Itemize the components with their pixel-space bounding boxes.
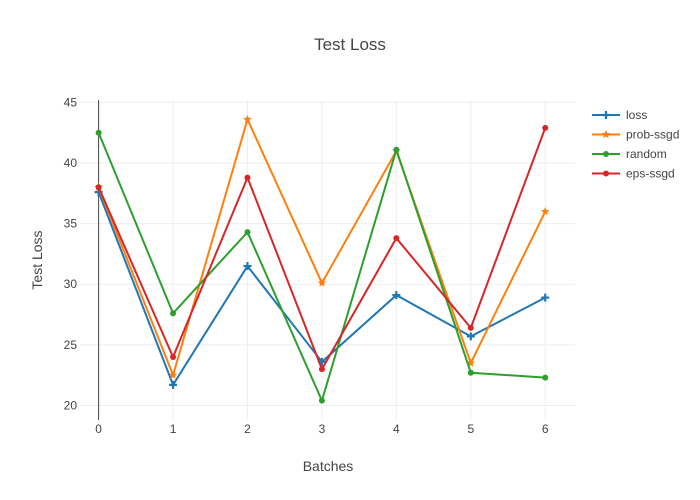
x-tick-label: 0 [95, 422, 102, 436]
data-point-prob-ssgd [540, 207, 550, 216]
x-tick-label: 5 [467, 422, 474, 436]
data-point-loss [243, 262, 252, 271]
legend-label-prob-ssgd: prob-ssgd [626, 128, 679, 142]
data-point-random [467, 369, 474, 376]
data-point-random [318, 397, 325, 404]
x-tick-label: 6 [542, 422, 549, 436]
x-tick-label: 3 [319, 422, 326, 436]
data-point-random [542, 374, 549, 381]
data-point-random [170, 310, 177, 317]
legend-marker-random [603, 151, 609, 157]
data-point-eps-ssgd [95, 184, 102, 191]
x-axis-ticks: 0 1 2 3 4 5 6 [95, 422, 549, 436]
legend-label-random: random [626, 147, 667, 161]
series-eps-ssgd [95, 124, 549, 373]
legend-marker-loss [602, 111, 610, 119]
legend-item-loss[interactable]: loss [592, 108, 647, 122]
data-point-loss [466, 332, 475, 341]
data-point-prob-ssgd [317, 278, 327, 287]
series-loss [94, 188, 550, 389]
data-point-eps-ssgd [467, 324, 474, 331]
y-tick-label: 20 [64, 398, 78, 412]
legend[interactable]: loss prob-ssgd random eps-ssgd [592, 108, 679, 181]
data-point-loss [169, 380, 178, 389]
y-axis-title: Test Loss [29, 230, 45, 289]
data-point-eps-ssgd [318, 366, 325, 373]
legend-marker-eps-ssgd [603, 170, 609, 177]
x-tick-label: 2 [244, 422, 251, 436]
y-tick-label: 30 [64, 277, 78, 291]
data-point-loss [392, 291, 401, 300]
data-point-loss [541, 293, 550, 302]
legend-item-random[interactable]: random [592, 147, 667, 161]
y-axis-ticks: 20 25 30 35 40 45 [64, 95, 78, 412]
y-tick-label: 35 [64, 217, 78, 231]
data-point-prob-ssgd [168, 370, 178, 379]
data-point-eps-ssgd [542, 124, 549, 131]
data-point-prob-ssgd [243, 114, 252, 124]
legend-item-prob-ssgd[interactable]: prob-ssgd [592, 128, 679, 142]
legend-item-eps-ssgd[interactable]: eps-ssgd [592, 167, 675, 181]
series-random [95, 129, 549, 404]
chart-title: Test Loss [314, 35, 386, 54]
x-tick-label: 1 [170, 422, 177, 436]
legend-marker-prob-ssgd [601, 130, 611, 139]
y-tick-label: 45 [64, 95, 78, 109]
data-point-eps-ssgd [170, 353, 177, 360]
data-point-random [95, 129, 102, 136]
data-point-random [393, 146, 400, 153]
series-group [94, 114, 550, 404]
y-tick-label: 25 [64, 338, 78, 352]
data-point-eps-ssgd [244, 174, 251, 181]
data-point-random [244, 229, 251, 236]
x-tick-label: 4 [393, 422, 400, 436]
y-tick-label: 40 [64, 156, 78, 170]
gridlines [80, 100, 575, 420]
data-point-eps-ssgd [393, 235, 400, 242]
legend-label-loss: loss [626, 108, 647, 122]
legend-label-eps-ssgd: eps-ssgd [626, 167, 675, 181]
x-axis-title: Batches [303, 458, 354, 474]
